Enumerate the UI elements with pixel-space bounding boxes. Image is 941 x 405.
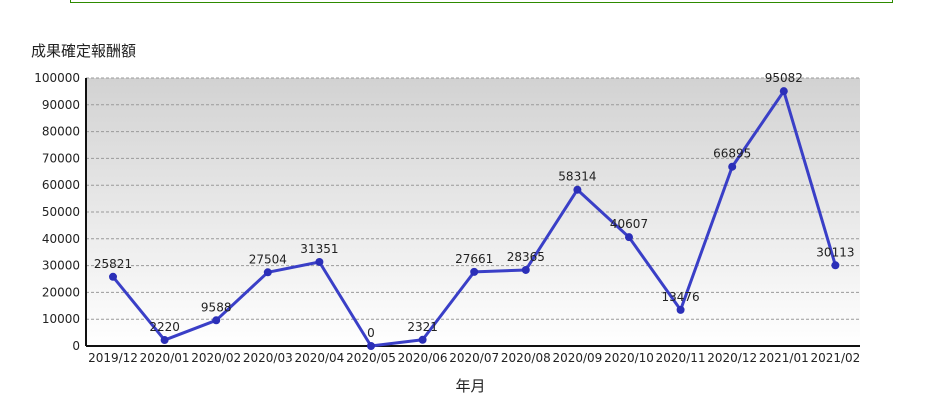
data-label: 95082 — [765, 71, 803, 85]
data-point — [625, 233, 633, 242]
data-point — [367, 342, 375, 350]
data-label: 66895 — [713, 147, 751, 161]
x-tick-label: 2020/09 — [552, 351, 602, 365]
y-tick-label: 0 — [72, 339, 80, 353]
data-point — [521, 265, 530, 274]
data-label: 2220 — [149, 320, 180, 334]
data-label: 31351 — [300, 242, 338, 256]
y-tick-label: 90000 — [42, 98, 80, 112]
data-point — [212, 316, 221, 325]
data-label: 28365 — [507, 250, 545, 264]
y-tick-label: 70000 — [42, 151, 80, 165]
data-point — [728, 162, 737, 171]
top-frame — [70, 0, 893, 3]
x-tick-label: 2020/10 — [604, 351, 654, 365]
y-tick-label: 80000 — [42, 125, 80, 139]
y-tick-label: 60000 — [42, 178, 80, 192]
data-point — [109, 272, 117, 281]
x-tick-label: 2020/04 — [294, 351, 344, 365]
data-label: 25821 — [94, 257, 132, 271]
x-tick-label: 2020/07 — [449, 351, 499, 365]
data-point — [779, 87, 788, 96]
x-tick-label: 2020/05 — [346, 351, 396, 365]
x-tick-label: 2021/02 — [810, 351, 860, 365]
y-tick-label: 40000 — [42, 232, 80, 246]
data-label: 9588 — [201, 300, 232, 314]
x-tick-label: 2020/11 — [656, 351, 706, 365]
data-label: 58314 — [558, 170, 596, 184]
y-tick-label: 20000 — [42, 285, 80, 299]
y-tick-label: 30000 — [42, 259, 80, 273]
x-tick-label: 2021/01 — [759, 351, 809, 365]
x-tick-label: 2020/02 — [191, 351, 241, 365]
data-label: 13476 — [662, 290, 700, 304]
y-axis-title: 成果確定報酬額 — [31, 42, 137, 60]
x-tick-label: 2020/06 — [398, 351, 448, 365]
x-tick-label: 2020/03 — [243, 351, 293, 365]
data-label: 0 — [367, 326, 375, 340]
x-tick-label: 2020/08 — [501, 351, 551, 365]
x-tick-label: 2020/12 — [707, 351, 757, 365]
data-point — [315, 257, 324, 266]
data-label: 27661 — [455, 252, 493, 266]
y-tick-label: 50000 — [42, 205, 80, 219]
data-label: 27504 — [249, 252, 287, 266]
data-label: 40607 — [610, 217, 648, 231]
data-point — [470, 267, 479, 276]
y-tick-label: 100000 — [34, 71, 80, 85]
data-point — [418, 335, 427, 344]
data-point — [676, 305, 685, 314]
data-point — [573, 185, 582, 194]
data-label: 2321 — [407, 320, 438, 334]
data-label: 30113 — [816, 245, 854, 259]
data-point — [831, 261, 840, 270]
y-tick-label: 10000 — [42, 312, 80, 326]
data-point — [160, 336, 169, 345]
data-point — [263, 268, 272, 277]
x-axis-title: 年月 — [455, 377, 486, 395]
x-tick-label: 2019/12 — [88, 351, 138, 365]
x-tick-label: 2020/01 — [140, 351, 190, 365]
